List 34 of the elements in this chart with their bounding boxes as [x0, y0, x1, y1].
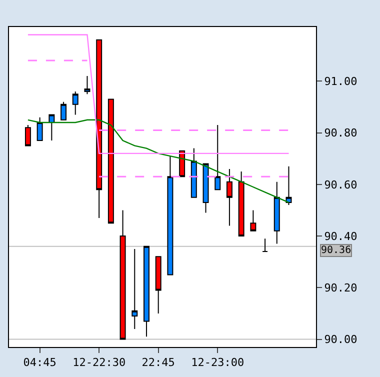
candlestick — [36, 116, 43, 142]
y-tick-label: 90.00 — [324, 333, 358, 346]
candlestick — [238, 171, 244, 237]
candlestick — [96, 39, 102, 218]
candlestick — [155, 256, 162, 314]
candlestick — [274, 181, 280, 244]
candlestick — [202, 163, 209, 214]
candlestick — [286, 166, 292, 206]
candlestick — [108, 98, 114, 224]
candlestick — [167, 156, 174, 276]
y-tick-label: 90.60 — [324, 178, 358, 192]
candlestick — [214, 124, 221, 190]
candlestick — [120, 210, 126, 340]
y-tick-label: 90.20 — [324, 282, 358, 294]
candlestick — [132, 248, 138, 330]
candlestick — [144, 246, 150, 338]
x-tick-label: 12-23:00 — [191, 356, 244, 370]
ref-line-label: 90.36 — [321, 245, 352, 256]
y-tick-label: 90.40 — [324, 230, 358, 243]
candlestick — [60, 101, 67, 120]
line-series — [27, 119, 290, 204]
candlestick — [190, 148, 197, 198]
candlestick — [226, 168, 232, 226]
y-tick-label: 90.80 — [324, 126, 358, 140]
x-tick-label: 12-22:30 — [72, 356, 126, 370]
x-tick-label: 22:45 — [142, 356, 175, 370]
candlestick — [84, 76, 90, 95]
candlestick — [72, 91, 78, 116]
candlestick — [262, 238, 268, 252]
y-tick-label: 91.00 — [324, 75, 358, 88]
candlestick — [24, 124, 31, 146]
x-tick-label: 04:45 — [23, 356, 56, 370]
candlestick — [48, 114, 55, 142]
candlestick — [250, 210, 256, 232]
